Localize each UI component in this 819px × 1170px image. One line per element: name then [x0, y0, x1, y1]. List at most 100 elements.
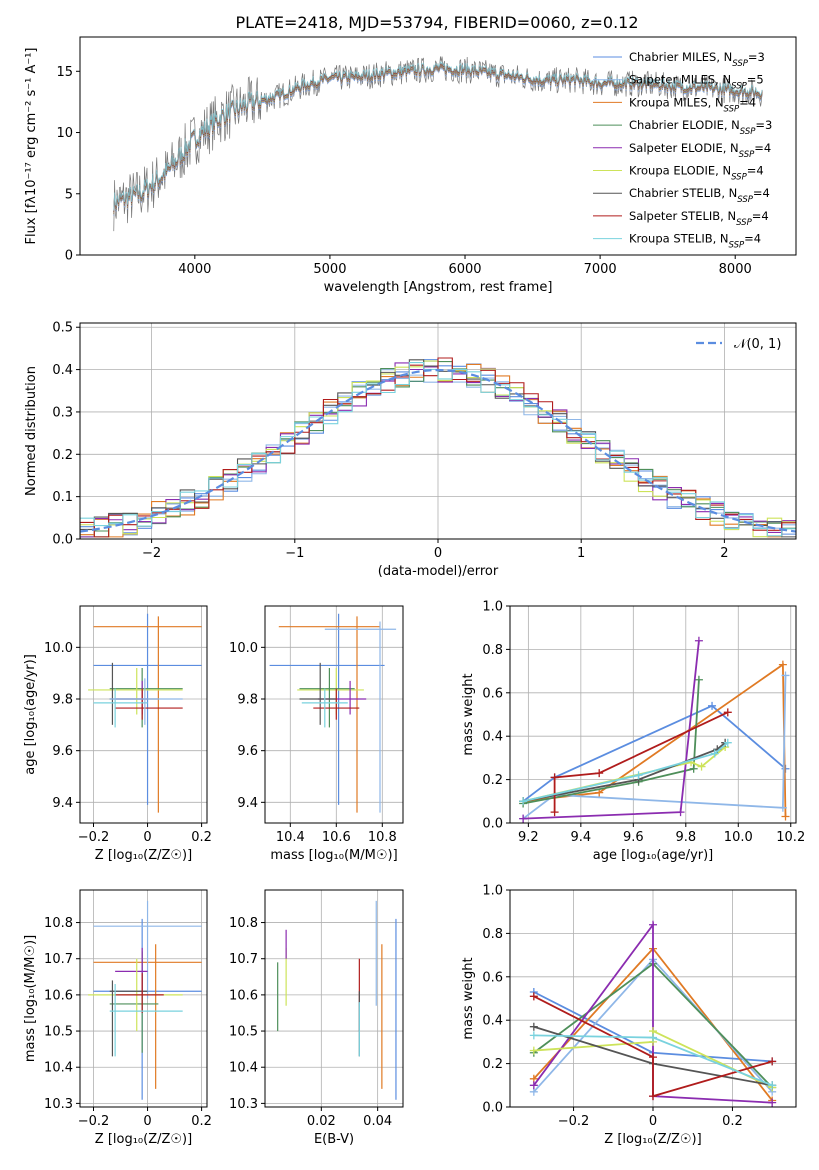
- mass-weight-marker: [768, 1098, 777, 1107]
- y-tick-label: 0.6: [482, 970, 503, 985]
- x-tick-label: 0: [143, 1114, 151, 1129]
- legend-entry: Chabrier MILES, NSSP=3: [629, 50, 765, 69]
- x-axis-label: wavelength [Angstrom, rest frame]: [324, 280, 553, 295]
- y-tick-label: 0.1: [52, 490, 73, 505]
- x-tick-label: 4000: [178, 262, 211, 277]
- age-massweight-panel: 9.2 9.4 9.6 9.8 10.0 10.2 0.0 0.2 0.4 0.6 0.8 1.0 ag…: [461, 600, 805, 864]
- mass-weight-lines: [529, 920, 777, 1107]
- y-tick-label: 0.3: [52, 405, 73, 420]
- mass-weight-marker: [676, 808, 685, 817]
- x-tick-label: 0.02: [307, 1114, 336, 1129]
- mass-weight-marker: [723, 708, 732, 717]
- y-tick-label: 9.4: [52, 796, 73, 811]
- y-tick-label: 0.0: [52, 533, 73, 548]
- legend-entry: Salpeter ELODIE, NSSP=4: [629, 141, 771, 160]
- mass-weight-line: [522, 742, 729, 803]
- y-tick-label: 1.0: [482, 600, 503, 615]
- mass-weight-marker: [529, 1081, 538, 1090]
- plot-frame: [509, 889, 797, 1108]
- y-tick-label: 10.3: [229, 1097, 258, 1112]
- y-axis-label: Normed distribution: [24, 366, 39, 496]
- x-tick-label: 0: [649, 1114, 657, 1129]
- mass-weight-marker: [778, 660, 787, 669]
- legend-entry: Chabrier STELIB, NSSP=4: [629, 186, 770, 205]
- legend-entry: Kroupa ELODIE, NSSP=4: [629, 164, 764, 183]
- y-tick-label: 10.5: [44, 1025, 73, 1040]
- x-tick-label: 6000: [448, 262, 481, 277]
- x-tick-label: 0.2: [191, 1114, 212, 1129]
- y-axis-label: mass [log₁₀(M/M☉)]: [23, 935, 38, 1062]
- y-tick-label: 0.2: [52, 448, 73, 463]
- plot-frame: [79, 605, 208, 824]
- y-tick-label: 0.0: [482, 817, 503, 832]
- mass-weight-line: [533, 921, 773, 1104]
- mass-age-panel: 10.4 10.6 10.8 9.4 9.6 9.8 10.0 mass [log₁₀(M/M…: [229, 605, 404, 863]
- y-tick-label: 9.4: [237, 796, 258, 811]
- x-tick-label: 9.2: [518, 830, 539, 845]
- error-bars: [269, 613, 397, 813]
- x-tick-label: 10.8: [368, 830, 397, 845]
- y-tick-label: 0.5: [52, 321, 73, 336]
- mass-weight-marker: [529, 1022, 538, 1031]
- mass-weight-marker: [649, 920, 657, 929]
- mass-weight-line: [523, 640, 700, 820]
- x-axis-label: (data-model)/error: [378, 564, 499, 579]
- x-axis-label: Z [log₁₀(Z/Z☉)]: [95, 848, 192, 863]
- mass-weight-marker: [768, 1081, 777, 1090]
- y-tick-label: 0.0: [482, 1101, 503, 1116]
- residuals-panel: −2 −1 0 1 2 0.0 0.1 0.2 0.3 0.4 0.5 (data-model)/er…: [24, 321, 797, 579]
- x-tick-label: 0.2: [191, 830, 212, 845]
- ebv-mass-panel: 0.02 0.04 10.3 10.4 10.5 10.6 10.7 10.8 E(B-V): [229, 889, 404, 1147]
- spectrum-model-line: [113, 60, 763, 211]
- x-tick-label: 9.8: [675, 830, 696, 845]
- x-tick-label: 10.6: [322, 830, 351, 845]
- mass-weight-marker: [550, 808, 559, 817]
- plot-frame: [79, 889, 208, 1108]
- x-tick-label: 10.0: [724, 830, 753, 845]
- mass-weight-marker: [689, 764, 698, 773]
- mass-weight-marker: [634, 771, 643, 780]
- y-axis-label: mass weight: [461, 673, 476, 755]
- y-tick-label: 10.0: [229, 641, 258, 656]
- y-tick-label: 10.5: [229, 1025, 258, 1040]
- y-tick-label: 1.0: [482, 884, 503, 899]
- figure-title: PLATE=2418, MJD=53794, FIBERID=0060, z=0…: [235, 13, 638, 32]
- y-tick-label: 10.7: [44, 952, 73, 967]
- y-tick-label: 9.8: [237, 693, 258, 708]
- y-axis-label: age [log₁₀(age/yr)]: [23, 654, 38, 775]
- y-axis-label: mass weight: [461, 957, 476, 1039]
- legend-entry: Kroupa MILES, NSSP=4: [629, 95, 756, 114]
- x-tick-label: 0.2: [722, 1114, 743, 1129]
- mass-weight-marker: [768, 1057, 777, 1066]
- y-tick-label: 10.6: [229, 988, 258, 1003]
- y-tick-label: 10: [56, 126, 73, 141]
- y-tick-label: 10.6: [44, 988, 73, 1003]
- mass-weight-line: [522, 675, 787, 820]
- mass-weight-marker: [649, 1053, 657, 1062]
- normal-curve: [79, 368, 797, 533]
- x-tick-label: 0: [434, 546, 442, 561]
- plot-frame: [509, 605, 797, 824]
- y-tick-label: 5: [65, 187, 73, 202]
- error-bars: [88, 900, 202, 1100]
- error-bars: [88, 613, 202, 813]
- x-tick-label: 9.6: [623, 830, 644, 845]
- x-tick-label: 9.4: [571, 830, 592, 845]
- y-tick-label: 10.8: [44, 916, 73, 931]
- mass-weight-marker: [649, 1033, 657, 1042]
- x-axis-label: Z [log₁₀(Z/Z☉)]: [95, 1132, 192, 1147]
- mass-weight-marker: [550, 773, 559, 782]
- mass-weight-marker: [781, 671, 790, 680]
- x-tick-label: −1: [285, 546, 304, 561]
- mass-weight-marker: [519, 814, 528, 823]
- x-axis-label: E(B-V): [314, 1132, 354, 1147]
- mass-weight-marker: [708, 701, 717, 710]
- y-tick-label: 0.8: [482, 643, 503, 658]
- error-bars: [277, 900, 397, 1100]
- mass-weight-marker: [529, 992, 538, 1001]
- mass-weight-marker: [778, 803, 787, 812]
- mass-weight-marker: [595, 769, 604, 778]
- mass-weight-marker: [529, 1046, 538, 1055]
